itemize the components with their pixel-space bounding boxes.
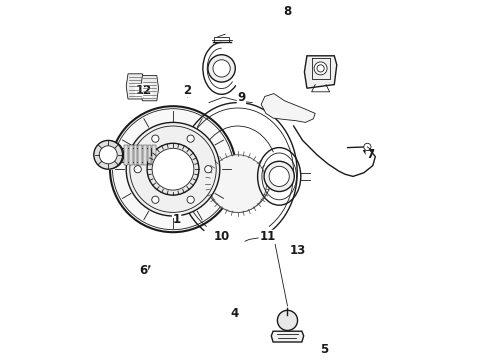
Circle shape bbox=[110, 106, 236, 232]
Circle shape bbox=[187, 135, 194, 142]
Circle shape bbox=[269, 166, 289, 186]
Text: 9: 9 bbox=[237, 91, 245, 104]
Text: 5: 5 bbox=[320, 343, 328, 356]
Circle shape bbox=[94, 140, 122, 169]
Circle shape bbox=[97, 141, 123, 168]
Circle shape bbox=[152, 135, 159, 142]
Circle shape bbox=[99, 146, 117, 164]
Circle shape bbox=[209, 155, 267, 212]
Circle shape bbox=[317, 65, 324, 72]
Text: 10: 10 bbox=[214, 230, 230, 243]
Circle shape bbox=[187, 196, 194, 203]
Circle shape bbox=[152, 196, 159, 203]
Text: 11: 11 bbox=[259, 230, 275, 243]
Bar bbox=[124, 145, 128, 165]
Text: 2: 2 bbox=[183, 84, 192, 96]
Text: 1: 1 bbox=[172, 213, 181, 226]
Bar bbox=[152, 145, 156, 165]
Text: 8: 8 bbox=[283, 5, 292, 18]
Circle shape bbox=[364, 143, 371, 150]
Polygon shape bbox=[304, 56, 337, 88]
Circle shape bbox=[208, 55, 235, 82]
Text: 7: 7 bbox=[366, 148, 374, 161]
Polygon shape bbox=[271, 331, 304, 342]
Bar bbox=[134, 145, 137, 165]
Circle shape bbox=[147, 143, 199, 195]
Polygon shape bbox=[126, 74, 144, 99]
Text: 6: 6 bbox=[139, 264, 147, 277]
Bar bbox=[148, 145, 151, 165]
Text: 12: 12 bbox=[135, 84, 151, 97]
FancyBboxPatch shape bbox=[108, 148, 151, 162]
Polygon shape bbox=[261, 94, 315, 122]
Bar bbox=[143, 145, 147, 165]
Circle shape bbox=[264, 161, 294, 192]
Circle shape bbox=[126, 122, 220, 216]
Text: 13: 13 bbox=[290, 244, 306, 257]
Circle shape bbox=[213, 60, 230, 77]
Bar bbox=[129, 145, 133, 165]
Circle shape bbox=[277, 310, 297, 330]
Circle shape bbox=[314, 62, 327, 75]
Bar bbox=[139, 145, 142, 165]
Text: 3: 3 bbox=[108, 156, 116, 169]
Circle shape bbox=[103, 148, 117, 161]
Circle shape bbox=[152, 148, 194, 190]
Polygon shape bbox=[141, 76, 159, 101]
Text: 4: 4 bbox=[230, 307, 238, 320]
Circle shape bbox=[205, 166, 212, 173]
Circle shape bbox=[134, 166, 141, 173]
